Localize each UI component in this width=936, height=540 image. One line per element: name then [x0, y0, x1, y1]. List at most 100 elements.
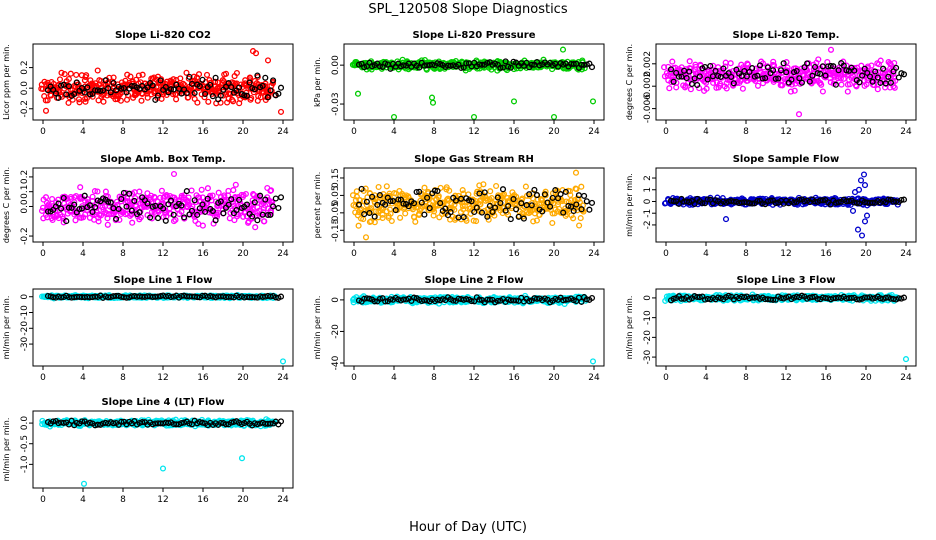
- data-point-selected: [52, 90, 59, 97]
- data-point-selected: [471, 298, 478, 305]
- data-point-selected: [123, 203, 130, 210]
- data-point: [446, 187, 453, 194]
- data-point-selected: [107, 89, 114, 96]
- x-tick-label: 12: [157, 249, 168, 259]
- data-point-selected: [89, 208, 96, 215]
- data-point-selected: [431, 187, 438, 194]
- data-point-selected: [209, 207, 216, 215]
- data-points: [350, 292, 597, 365]
- y-tick-label: -20: [331, 324, 341, 339]
- data-point: [94, 67, 101, 74]
- data-point: [488, 195, 495, 202]
- data-point: [76, 99, 83, 106]
- data-point: [229, 96, 236, 103]
- x-tick-label: 0: [663, 373, 669, 383]
- data-point-selected: [856, 296, 863, 303]
- data-point: [116, 91, 124, 98]
- data-point-selected: [249, 213, 256, 220]
- data-point-selected: [410, 294, 418, 301]
- x-tick-label: 20: [548, 127, 560, 137]
- x-tick-label: 12: [780, 127, 791, 137]
- y-tick-label: 0.05: [331, 185, 341, 205]
- data-point-selected: [270, 203, 277, 210]
- data-point-selected: [845, 198, 853, 205]
- outlier-point: [863, 212, 871, 219]
- data-point-selected: [578, 298, 585, 305]
- x-tick-label: 16: [820, 373, 832, 383]
- data-points: [39, 292, 287, 365]
- data-point-selected: [110, 79, 117, 86]
- x-tick-label: 16: [508, 127, 520, 137]
- data-point: [139, 71, 146, 78]
- data-point-selected: [533, 295, 541, 302]
- data-point: [770, 58, 777, 65]
- y-tick-label: -0.002: [643, 72, 653, 101]
- data-point-selected: [369, 193, 376, 200]
- data-point-selected: [429, 61, 436, 68]
- x-tick-label: 8: [431, 249, 437, 259]
- data-point-selected: [389, 198, 397, 205]
- data-point-selected: [73, 79, 80, 86]
- outlier-point: [827, 46, 835, 53]
- data-point-selected: [565, 202, 572, 209]
- data-point: [194, 99, 201, 106]
- y-axis-title: degrees C per min.: [2, 167, 11, 243]
- data-point: [188, 187, 195, 194]
- x-tick-label: 20: [548, 249, 560, 259]
- x-tick-label: 4: [80, 127, 86, 137]
- data-point: [578, 183, 585, 190]
- outlier-point: [589, 358, 597, 365]
- outlier-point: [795, 111, 803, 118]
- y-axis-title: ml/min per min.: [2, 296, 11, 360]
- data-point: [149, 75, 156, 82]
- data-point-selected: [154, 215, 162, 222]
- data-point: [94, 188, 101, 195]
- data-point: [175, 197, 183, 204]
- data-point-selected: [361, 211, 368, 218]
- data-point-selected: [502, 207, 509, 214]
- data-point: [164, 193, 171, 200]
- data-point-selected: [893, 64, 900, 71]
- data-point-selected: [463, 60, 470, 67]
- outlier-point: [42, 107, 50, 114]
- data-point: [819, 88, 826, 95]
- data-point-selected: [63, 91, 70, 98]
- data-point-selected: [267, 87, 274, 94]
- data-point-selected: [395, 196, 402, 203]
- data-point-selected: [869, 199, 876, 206]
- data-point: [371, 219, 378, 226]
- data-point-selected: [102, 77, 109, 84]
- data-point: [837, 75, 844, 82]
- data-point: [209, 192, 216, 199]
- data-point-selected: [371, 298, 378, 305]
- data-point: [57, 211, 64, 218]
- x-tick-label: 24: [277, 127, 289, 137]
- data-point-selected: [183, 188, 190, 195]
- data-point-selected: [410, 200, 418, 207]
- y-axis-title: degrees C per min.: [625, 44, 634, 120]
- x-tick-label: 20: [237, 127, 249, 137]
- data-point: [817, 79, 824, 87]
- data-point-selected: [405, 203, 412, 210]
- data-point-selected: [463, 296, 470, 303]
- data-point-selected: [814, 295, 821, 302]
- y-tick-label: 2: [643, 175, 653, 181]
- data-point-selected: [478, 209, 486, 216]
- data-point: [158, 95, 165, 102]
- data-point-selected: [835, 67, 842, 74]
- data-point: [573, 186, 580, 193]
- data-points: [349, 46, 597, 120]
- data-point: [844, 88, 851, 95]
- panel-title: Slope Li-820 Pressure: [412, 30, 535, 41]
- data-point-selected: [819, 197, 826, 204]
- data-point: [204, 185, 211, 192]
- data-point-selected: [167, 293, 175, 301]
- data-point: [480, 181, 487, 188]
- data-point-selected: [859, 72, 866, 79]
- data-point: [220, 92, 227, 99]
- x-tick-label: 24: [900, 249, 912, 259]
- data-point: [77, 184, 84, 191]
- data-point-selected: [581, 192, 588, 199]
